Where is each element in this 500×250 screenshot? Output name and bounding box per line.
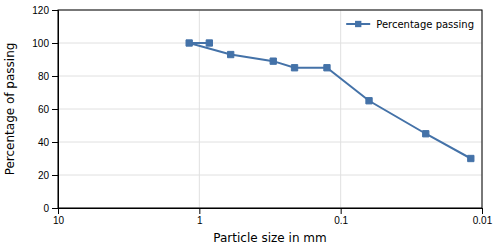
tick-label: 40 (38, 137, 50, 148)
grid-line-y (58, 142, 482, 143)
legend: Percentage passing (346, 19, 474, 30)
marks (186, 40, 474, 162)
marker (324, 65, 330, 71)
tick-mark (482, 208, 483, 214)
grid-line-y (58, 109, 482, 110)
tick: 120 (32, 5, 58, 16)
tick: 60 (38, 104, 58, 115)
plot: 10 1 0.1 0.01 0 20 40 60 80 100 120 Percentage pass… (32, 5, 492, 226)
tick-mark (199, 208, 200, 214)
legend-label: Percentage passing (376, 19, 474, 30)
tick-mark (52, 109, 58, 110)
tick-label: 100 (32, 38, 49, 49)
tick: 80 (38, 71, 58, 82)
marker (186, 40, 192, 46)
legend-item: Percentage passing (346, 19, 474, 30)
tick-mark (341, 208, 342, 214)
grid-line-y (58, 43, 482, 44)
tick: 10 (53, 208, 65, 226)
tick-mark (52, 76, 58, 77)
tick: 1 (197, 208, 203, 226)
tick: 0.01 (473, 208, 493, 226)
marker (423, 131, 429, 137)
tick-mark (52, 43, 58, 44)
marker (291, 65, 297, 71)
tick-mark (52, 142, 58, 143)
tick-label: 0.01 (473, 215, 493, 226)
tick: 0.1 (334, 208, 348, 226)
y-axis: 0 20 40 60 80 100 120 (32, 5, 58, 214)
marker (228, 51, 234, 57)
tick: 40 (38, 137, 58, 148)
tick-label: 0.1 (334, 215, 348, 226)
grid (58, 10, 482, 208)
tick-mark (52, 208, 58, 209)
axis-line (59, 209, 483, 215)
tick-label: 1 (197, 215, 203, 226)
marker (366, 98, 372, 104)
tick-label: 120 (32, 5, 49, 16)
tick-mark (52, 175, 58, 176)
line (189, 43, 471, 159)
plot-frame (58, 10, 482, 208)
legend-marker (355, 21, 361, 27)
tick-label: 10 (53, 215, 65, 226)
marker (206, 40, 212, 46)
tick-label: 0 (43, 203, 49, 214)
tick: 100 (32, 38, 58, 49)
tick-mark (52, 10, 58, 11)
tick: 20 (38, 170, 58, 181)
x-axis-title: Particle size in mm (213, 231, 326, 245)
chart: 10 1 0.1 0.01 0 20 40 60 80 100 120 Percentage pass… (0, 0, 500, 250)
grid-line-y (58, 175, 482, 176)
tick-label: 80 (38, 71, 50, 82)
marker (270, 58, 276, 64)
grid-line-y (58, 76, 482, 77)
y-axis-title: Percentage of passing (3, 43, 17, 176)
x-axis: 10 1 0.1 0.01 (53, 208, 493, 226)
tick: 0 (43, 203, 58, 214)
marker (468, 155, 474, 161)
tick-label: 20 (38, 170, 50, 181)
tick-label: 60 (38, 104, 50, 115)
